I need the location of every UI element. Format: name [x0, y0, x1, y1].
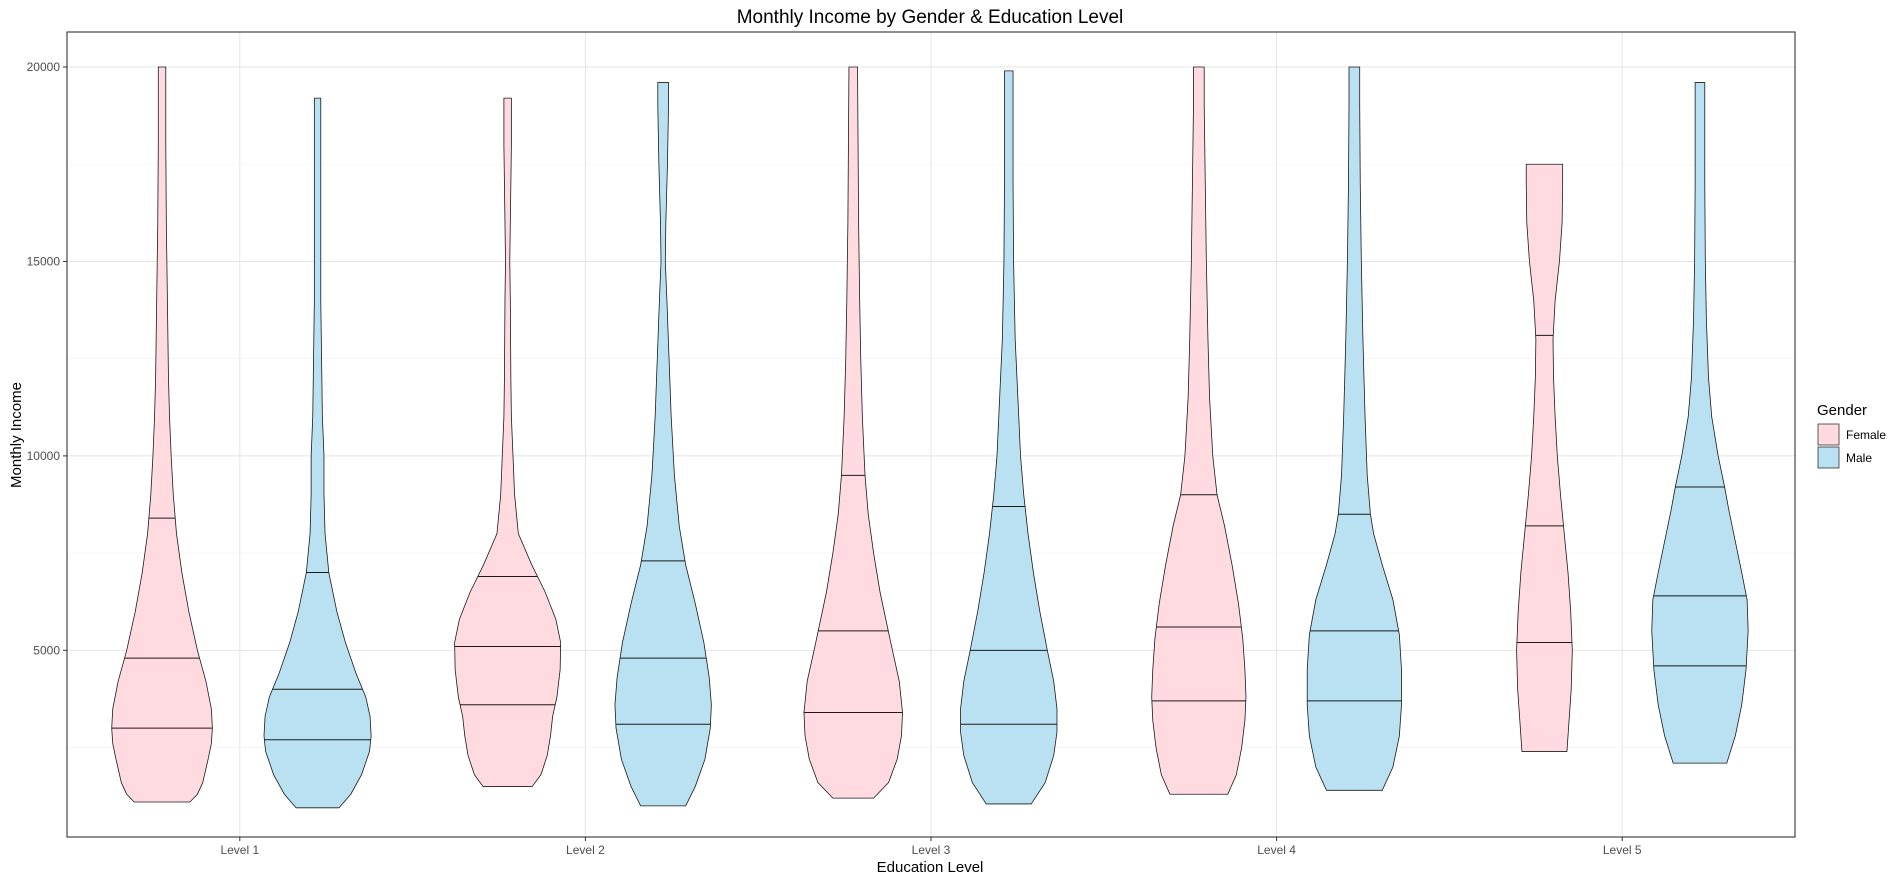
grid-layer: [67, 32, 1795, 837]
violin-male-level-1: [263, 97, 372, 809]
y-tick-label: 10000: [27, 449, 61, 463]
violin-female-level-5: [1516, 163, 1573, 752]
violin-female-level-2: [454, 97, 562, 787]
violin-female-level-1: [111, 66, 213, 803]
legend-label-female: Female: [1846, 428, 1886, 442]
x-tick-label: Level 1: [220, 843, 259, 857]
y-tick-label: 5000: [33, 643, 60, 657]
violin-layer: [111, 66, 1749, 809]
x-axis-title: Education Level: [877, 859, 984, 876]
x-tick-label: Level 4: [1257, 843, 1296, 857]
y-tick-label: 20000: [27, 60, 61, 74]
legend-label-male: Male: [1846, 451, 1872, 465]
violin-female-level-4: [1151, 66, 1247, 795]
legend: Gender Female Male: [1817, 402, 1886, 469]
x-tick-label: Level 2: [566, 843, 605, 857]
violin-female-level-3: [803, 66, 903, 799]
violin-male-level-5: [1651, 82, 1749, 764]
violin-male-level-4: [1306, 66, 1402, 791]
violin-male-level-3: [960, 70, 1058, 805]
violin-male-level-2: [614, 82, 712, 807]
y-tick-label: 15000: [27, 254, 61, 268]
x-tick-label: Level 3: [912, 843, 951, 857]
legend-title: Gender: [1817, 402, 1867, 419]
x-tick-label: Level 5: [1603, 843, 1642, 857]
legend-key-female: [1817, 423, 1840, 446]
legend-key-male: [1817, 446, 1840, 469]
chart-title: Monthly Income by Gender & Education Lev…: [737, 7, 1124, 28]
y-axis-title: Monthly Income: [8, 382, 25, 488]
tick-layer: 5000 10000 15000 20000 Level 1 Level 2 Level 3…: [27, 60, 1642, 857]
